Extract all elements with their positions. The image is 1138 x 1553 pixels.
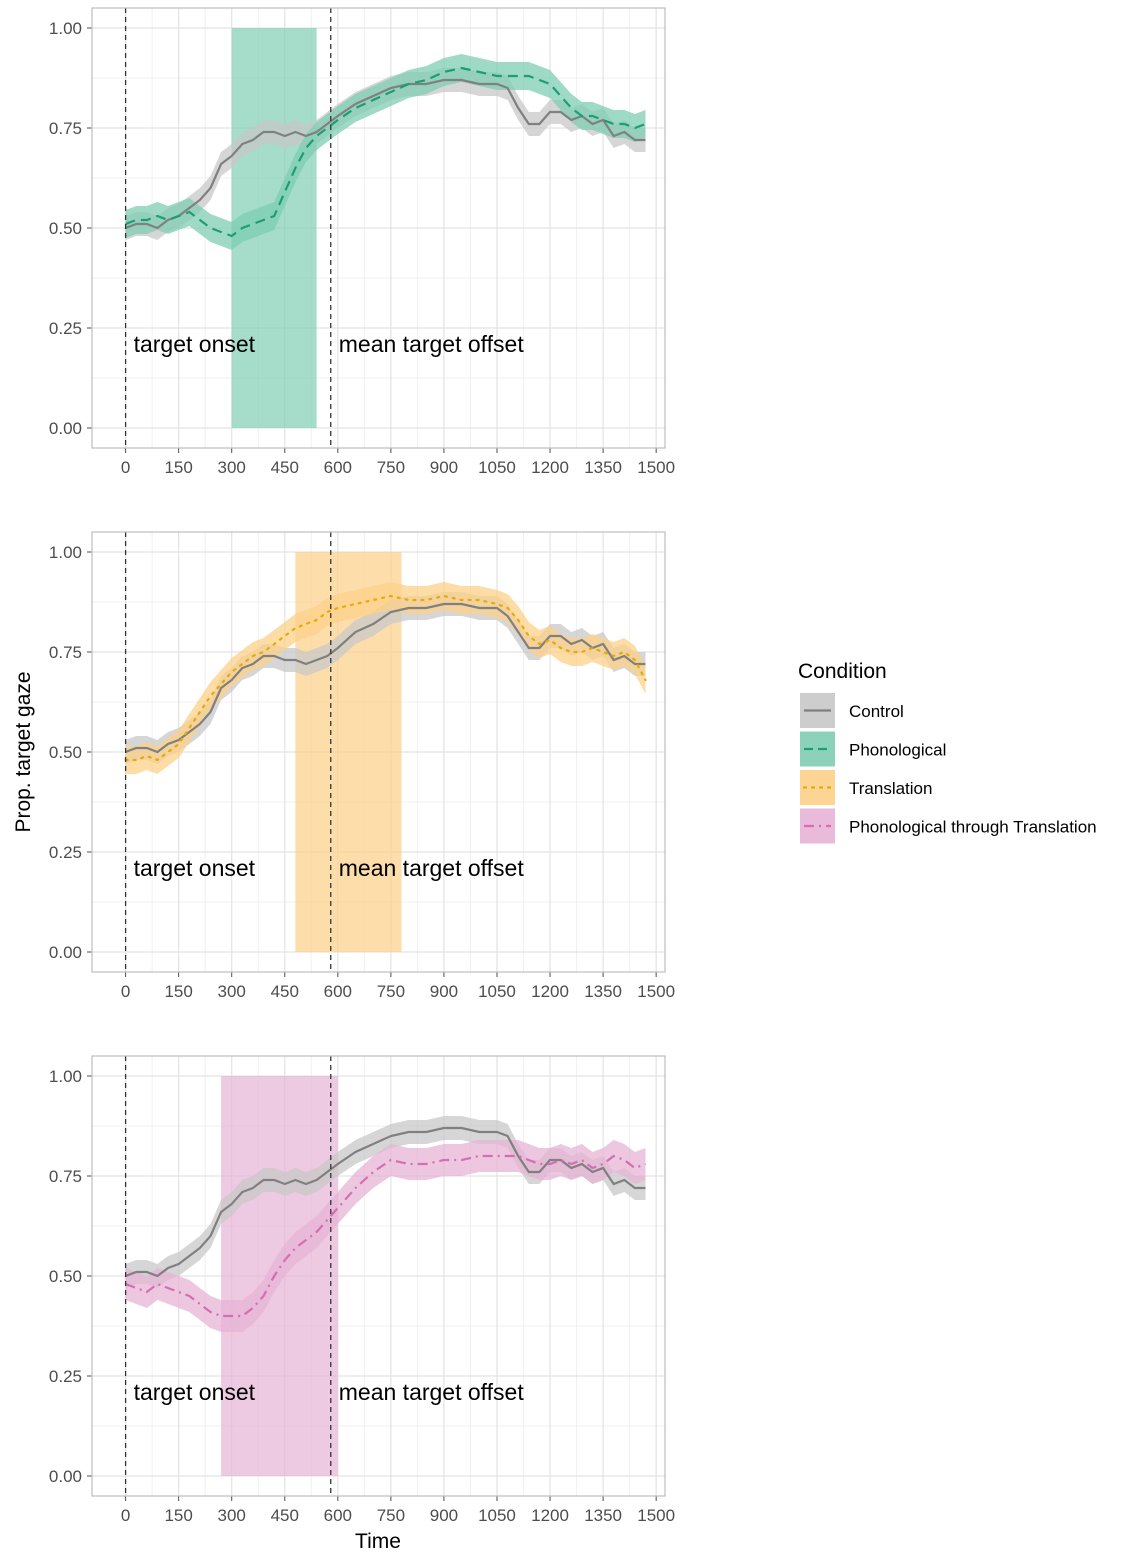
ribbon-control xyxy=(125,1116,646,1288)
line-control xyxy=(125,78,646,230)
y-tick-label: 1.00 xyxy=(49,19,82,38)
legend: Condition Control Phonological Translation… xyxy=(798,660,1097,844)
x-tick-label: 150 xyxy=(164,458,192,477)
x-tick-label: 0 xyxy=(121,1506,130,1525)
x-tick-label: 900 xyxy=(430,1506,458,1525)
annotation-mean-target-offset: mean target offset xyxy=(339,331,525,357)
x-tick-label: 0 xyxy=(121,458,130,477)
legend-label: Control xyxy=(849,702,904,721)
x-tick-label: 1050 xyxy=(478,1506,516,1525)
panel-1: 0 150 300 450 600 750 900 1050 1200 1350 1500 0.00 0… xyxy=(49,7,675,477)
x-tick-label: 1050 xyxy=(478,982,516,1001)
y-tick-label: 1.00 xyxy=(49,543,82,562)
ribbon-phonological xyxy=(125,54,646,250)
x-tick-label: 0 xyxy=(121,982,130,1001)
x-tick-label: 450 xyxy=(271,458,299,477)
line-translation xyxy=(124,594,647,762)
y-tick-label: 0.00 xyxy=(49,419,82,438)
y-tick-label: 0.50 xyxy=(49,219,82,238)
x-tick-label: 450 xyxy=(271,982,299,1001)
legend-item-control: Control xyxy=(800,693,904,728)
ribbon-translation xyxy=(125,582,646,774)
x-tick-label: 1200 xyxy=(531,1506,569,1525)
x-tick-label: 300 xyxy=(218,458,246,477)
y-tick-label: 0.25 xyxy=(49,1367,82,1386)
annotation-mean-target-offset: mean target offset xyxy=(339,1379,525,1405)
x-tick-label: 900 xyxy=(430,982,458,1001)
annotation-target-onset: target onset xyxy=(134,855,256,881)
x-tick-label: 1050 xyxy=(478,458,516,477)
x-tick-label: 450 xyxy=(271,1506,299,1525)
panel-3: 0 150 300 450 600 750 900 1050 1200 1350 1500 0.00 0… xyxy=(49,1055,675,1525)
y-tick-label: 0.00 xyxy=(49,1467,82,1486)
x-tick-label: 900 xyxy=(430,458,458,477)
annotation-target-onset: target onset xyxy=(134,331,256,357)
legend-item-phonological-through-translation: Phonological through Translation xyxy=(800,808,1097,844)
line-phonological xyxy=(125,66,646,238)
x-tick-label: 750 xyxy=(377,458,405,477)
legend-item-phonological: Phonological xyxy=(800,731,946,767)
x-tick-label: 150 xyxy=(164,982,192,1001)
legend-item-translation: Translation xyxy=(800,770,932,805)
x-axis-title: Time xyxy=(355,1530,401,1553)
panel-border xyxy=(91,531,666,973)
y-tick-label: 0.50 xyxy=(49,1267,82,1286)
y-tick-label: 0.25 xyxy=(49,319,82,338)
x-tick-label: 1350 xyxy=(584,982,622,1001)
legend-label: Phonological xyxy=(849,741,946,760)
line-control xyxy=(125,602,646,754)
panel-2: 0 150 300 450 600 750 900 1050 1200 1350 1500 0.00 0… xyxy=(49,531,675,1001)
y-tick-label: 0.00 xyxy=(49,943,82,962)
y-tick-label: 0.25 xyxy=(49,843,82,862)
annotation-target-onset: target onset xyxy=(134,1379,256,1405)
annotation-mean-target-offset: mean target offset xyxy=(339,855,525,881)
x-tick-label: 1500 xyxy=(637,458,675,477)
legend-label: Phonological through Translation xyxy=(849,818,1097,837)
panel-border xyxy=(91,1055,666,1497)
y-tick-label: 0.75 xyxy=(49,1167,82,1186)
y-tick-label: 1.00 xyxy=(49,1067,82,1086)
x-tick-label: 750 xyxy=(377,982,405,1001)
x-tick-label: 600 xyxy=(324,1506,352,1525)
panel-border xyxy=(91,7,666,449)
ribbon-control xyxy=(125,68,646,240)
line-phonological-through-translation xyxy=(125,1154,646,1318)
x-tick-label: 150 xyxy=(164,1506,192,1525)
y-tick-label: 0.75 xyxy=(49,119,82,138)
x-tick-label: 600 xyxy=(324,458,352,477)
y-tick-label: 0.50 xyxy=(49,743,82,762)
legend-title: Condition xyxy=(798,660,887,683)
x-tick-label: 1500 xyxy=(637,982,675,1001)
y-axis-title: Prop. target gaze xyxy=(12,671,35,832)
ribbon-phonological-through-translation xyxy=(125,1140,646,1332)
x-tick-label: 300 xyxy=(218,1506,246,1525)
x-tick-label: 300 xyxy=(218,982,246,1001)
x-tick-label: 600 xyxy=(324,982,352,1001)
ribbon-control xyxy=(125,592,646,764)
x-tick-label: 750 xyxy=(377,1506,405,1525)
legend-label: Translation xyxy=(849,779,932,798)
x-tick-label: 1500 xyxy=(637,1506,675,1525)
x-tick-label: 1200 xyxy=(531,982,569,1001)
line-control xyxy=(125,1126,646,1278)
x-tick-label: 1200 xyxy=(531,458,569,477)
y-tick-label: 0.75 xyxy=(49,643,82,662)
x-tick-label: 1350 xyxy=(584,458,622,477)
x-tick-label: 1350 xyxy=(584,1506,622,1525)
